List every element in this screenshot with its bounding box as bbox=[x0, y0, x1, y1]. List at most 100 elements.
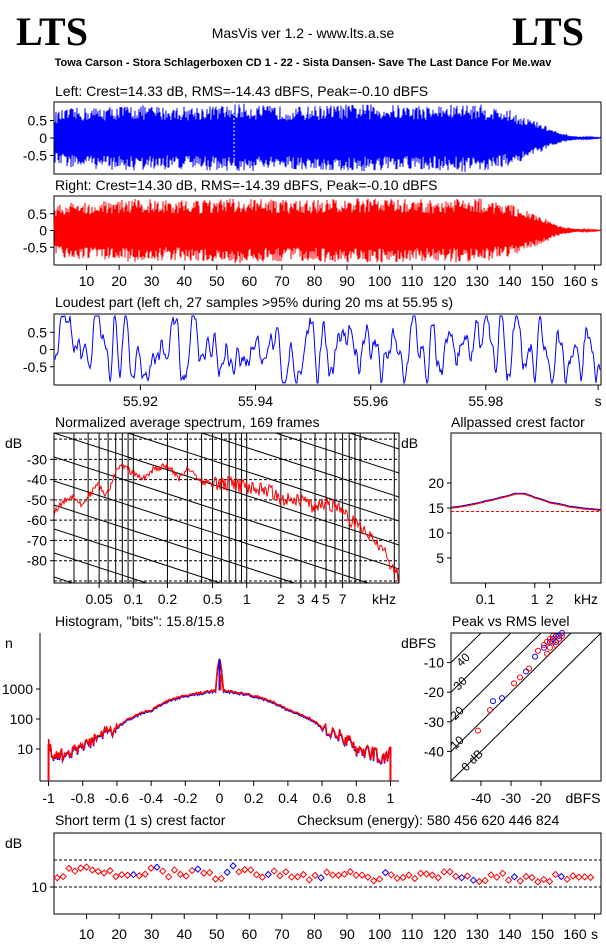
crest-point bbox=[405, 871, 413, 879]
crest-point bbox=[411, 874, 419, 883]
crest-point bbox=[399, 873, 407, 882]
histogram-xtick-label: -1 bbox=[42, 790, 55, 806]
spectrum-curve bbox=[54, 462, 399, 582]
spectrum-ytick-label: -70 bbox=[27, 532, 47, 548]
crest-point bbox=[287, 873, 296, 881]
crest-point bbox=[194, 865, 202, 873]
spectrum-slope-line bbox=[54, 625, 399, 737]
allpass-right-curve bbox=[450, 493, 602, 512]
crest-point bbox=[545, 877, 554, 886]
histogram-title: Histogram, "bits": 15.8/15.8 bbox=[55, 613, 225, 629]
crest-diagonal bbox=[451, 633, 542, 723]
right-waveform-xtick-label: 40 bbox=[176, 273, 192, 289]
crest-point bbox=[217, 874, 226, 883]
peak-rms-point-right bbox=[487, 706, 493, 713]
left-waveform-signal bbox=[53, 103, 601, 172]
crest-point bbox=[112, 872, 120, 881]
crest-point bbox=[539, 875, 548, 884]
histogram-xtick-label: 0.4 bbox=[278, 790, 298, 806]
crest-point bbox=[393, 874, 401, 883]
peak-rms-point-right bbox=[535, 647, 541, 654]
right-waveform-xtick-label: 110 bbox=[401, 273, 424, 289]
crest-xtick-label: 120 bbox=[433, 926, 457, 942]
crest-point bbox=[76, 864, 85, 872]
peak-rms-ytick-label: -30 bbox=[424, 714, 444, 730]
spectrum-slope-line bbox=[274, 433, 399, 474]
crest-point bbox=[159, 867, 167, 875]
crest-point bbox=[522, 872, 530, 881]
histogram-ytick-label: 1000 bbox=[2, 681, 33, 697]
crest-ytick-label: 10 bbox=[31, 879, 47, 895]
crest-point bbox=[164, 873, 173, 881]
loudest-signal bbox=[54, 314, 601, 385]
crest-xtick-label: 160 bbox=[563, 926, 587, 942]
crest-point bbox=[569, 872, 577, 880]
crest-ylabel: dB bbox=[5, 835, 22, 851]
crest-xtick-label: 40 bbox=[176, 926, 192, 942]
histogram-xtick-label: 0.2 bbox=[244, 790, 264, 806]
histogram-ylabel: n bbox=[5, 635, 13, 651]
short-term-crest-title: Short term (1 s) crest factor bbox=[55, 812, 226, 828]
crest-point bbox=[65, 864, 73, 873]
crest-diagonal-label: 20 bbox=[447, 703, 467, 723]
crest-xtick-label: 60 bbox=[242, 926, 258, 942]
crest-point bbox=[235, 868, 243, 876]
peak-rms-xtick-label: -40 bbox=[471, 790, 491, 806]
crest-point bbox=[463, 872, 472, 880]
crest-point bbox=[252, 871, 261, 879]
crest-point bbox=[358, 871, 366, 879]
crest-point bbox=[200, 869, 208, 877]
crest-point bbox=[534, 878, 542, 886]
crest-point bbox=[428, 871, 437, 879]
crest-point bbox=[317, 874, 325, 882]
spectrum-xtick-label: 5 bbox=[322, 591, 330, 607]
loudest-xtick-label: 55.92 bbox=[123, 393, 158, 409]
right-waveform-ytick-label: 0.5 bbox=[28, 206, 48, 222]
crest-point bbox=[188, 866, 196, 875]
crest-point bbox=[340, 870, 349, 878]
crest-point bbox=[475, 877, 483, 886]
spectrum-xtick-label: 2 bbox=[277, 591, 285, 607]
left-waveform-ytick-label: 0.5 bbox=[28, 113, 48, 129]
crest-point bbox=[135, 872, 144, 880]
peak-rms-point-right bbox=[541, 641, 547, 648]
spectrum-xtick-label: 1 bbox=[243, 591, 251, 607]
peak-rms-point-left bbox=[541, 644, 547, 651]
lts-logo-left: LTS bbox=[16, 9, 88, 54]
allpass-xtick-label: 2 bbox=[546, 591, 554, 607]
crest-point bbox=[551, 870, 560, 879]
allpass-xtick-label: 1 bbox=[531, 591, 539, 607]
peak-rms-point-left bbox=[547, 638, 553, 645]
spectrum-slope-line bbox=[54, 552, 149, 583]
right-waveform-signal bbox=[53, 198, 601, 264]
peak-rms-point-right bbox=[547, 644, 553, 651]
crest-point bbox=[293, 873, 302, 881]
crest-point bbox=[440, 868, 448, 876]
crest-point bbox=[176, 870, 185, 878]
spectrum-xtick-label: 0.5 bbox=[203, 591, 223, 607]
crest-point bbox=[153, 863, 161, 871]
crest-point bbox=[370, 877, 378, 885]
crest-xtick-label: 110 bbox=[401, 926, 424, 942]
spectrum-slope-line bbox=[348, 433, 399, 450]
right-waveform-xtick-label: 70 bbox=[274, 273, 290, 289]
crest-point bbox=[487, 871, 495, 879]
allpass-left-curve bbox=[450, 492, 602, 511]
crest-point bbox=[446, 868, 454, 876]
crest-point bbox=[387, 871, 396, 879]
crest-point bbox=[147, 864, 155, 872]
peak-rms-point-right bbox=[526, 665, 532, 672]
crest-xtick-label: 10 bbox=[79, 926, 95, 942]
crest-point bbox=[123, 871, 132, 879]
spectrum-xtick-label: 0.1 bbox=[124, 591, 144, 607]
right-waveform-xtick-label: 30 bbox=[144, 273, 160, 289]
right-waveform-xtick-label: 130 bbox=[466, 273, 490, 289]
crest-point bbox=[323, 868, 331, 876]
crest-point bbox=[100, 869, 108, 877]
peak-rms-point-left bbox=[553, 632, 559, 639]
crest-point bbox=[516, 877, 524, 885]
spectrum-slope-line bbox=[126, 433, 399, 522]
histogram-xtick-label: -0.6 bbox=[105, 790, 129, 806]
spectrum-slope-line bbox=[54, 528, 222, 583]
crest-point bbox=[375, 875, 384, 883]
